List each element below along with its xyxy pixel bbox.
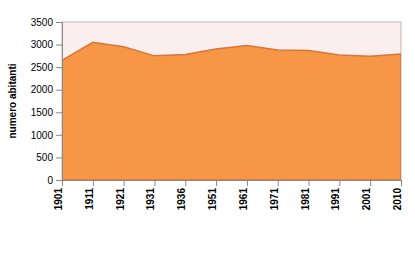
- y-tick-label: 2500: [31, 62, 54, 73]
- x-tick-mark: [278, 180, 279, 186]
- x-tick: 2010: [392, 180, 403, 210]
- x-tick-label: 2010: [392, 188, 403, 211]
- x-tick: 1911: [84, 180, 95, 210]
- x-tick: 1921: [115, 180, 126, 210]
- x-tick-label: 1961: [238, 188, 249, 211]
- y-tick-label: 1000: [31, 130, 54, 141]
- x-tick-label: 1951: [207, 188, 218, 211]
- y-tick-mark: [56, 67, 62, 68]
- y-tick: 1000: [31, 130, 62, 141]
- y-tick-label: 500: [36, 152, 53, 163]
- y-tick-label: 0: [47, 175, 53, 186]
- x-tick-mark: [370, 180, 371, 186]
- x-tick: 1981: [300, 180, 311, 210]
- x-tick-mark: [124, 180, 125, 186]
- y-tick-mark: [56, 135, 62, 136]
- y-axis-title: numero abitanti: [7, 63, 18, 138]
- x-tick-mark: [309, 180, 310, 186]
- x-tick-mark: [93, 180, 94, 186]
- x-tick: 1951: [207, 180, 218, 210]
- y-tick-mark: [56, 90, 62, 91]
- x-axis-line: [63, 180, 402, 181]
- y-tick-mark: [56, 22, 62, 23]
- y-tick: 2000: [31, 84, 62, 95]
- y-axis-line: [62, 23, 63, 181]
- x-tick-mark: [185, 180, 186, 186]
- x-tick: 1901: [53, 180, 64, 210]
- area: [62, 42, 401, 180]
- y-tick-mark: [56, 157, 62, 158]
- y-tick-mark: [56, 180, 62, 181]
- plot: 0 500 1000 1500 2000 2500 3000 3500 1901 1911 1921…: [31, 17, 403, 211]
- x-tick-label: 1931: [145, 188, 156, 211]
- x-tick-mark: [154, 180, 155, 186]
- x-tick: 1991: [330, 180, 341, 210]
- y-tick: 0: [47, 175, 62, 186]
- x-tick-label: 1921: [115, 188, 126, 211]
- x-tick: 2001: [361, 180, 372, 210]
- y-axis: 0 500 1000 1500 2000 2500 3000 3500: [31, 17, 63, 186]
- chart: 0 500 1000 1500 2000 2500 3000 3500 1901 1911 1921…: [0, 0, 415, 265]
- x-tick-label: 1911: [84, 188, 95, 210]
- x-axis: 1901 1911 1921 1931 1936 1951 1961 1971 1981 1991…: [53, 180, 403, 210]
- y-tick: 2500: [31, 62, 62, 73]
- y-tick-label: 2000: [31, 84, 54, 95]
- x-tick-mark: [401, 180, 402, 186]
- y-tick-label: 3500: [31, 17, 54, 28]
- x-tick: 1936: [176, 180, 187, 210]
- x-tick-mark: [339, 180, 340, 186]
- y-tick: 3500: [31, 17, 62, 28]
- y-tick-mark: [56, 45, 62, 46]
- x-tick-label: 1936: [176, 188, 187, 211]
- y-tick: 500: [36, 152, 62, 163]
- y-tick: 1500: [31, 107, 62, 118]
- y-tick-label: 1500: [31, 107, 54, 118]
- marks: [62, 42, 401, 180]
- x-tick-label: 1971: [269, 188, 280, 211]
- y-tick-label: 3000: [31, 39, 54, 50]
- x-tick: 1931: [145, 180, 156, 210]
- x-tick-mark: [247, 180, 248, 186]
- x-tick-mark: [62, 180, 63, 186]
- x-tick-label: 1991: [330, 188, 341, 211]
- x-tick-label: 1901: [53, 188, 64, 211]
- x-tick-label: 1981: [300, 188, 311, 211]
- x-tick: 1971: [269, 180, 280, 210]
- x-tick-label: 2001: [361, 188, 372, 211]
- y-tick: 3000: [31, 39, 62, 50]
- y-tick-mark: [56, 112, 62, 113]
- x-tick: 1961: [238, 180, 249, 210]
- x-tick-mark: [216, 180, 217, 186]
- plot-background: [62, 22, 401, 180]
